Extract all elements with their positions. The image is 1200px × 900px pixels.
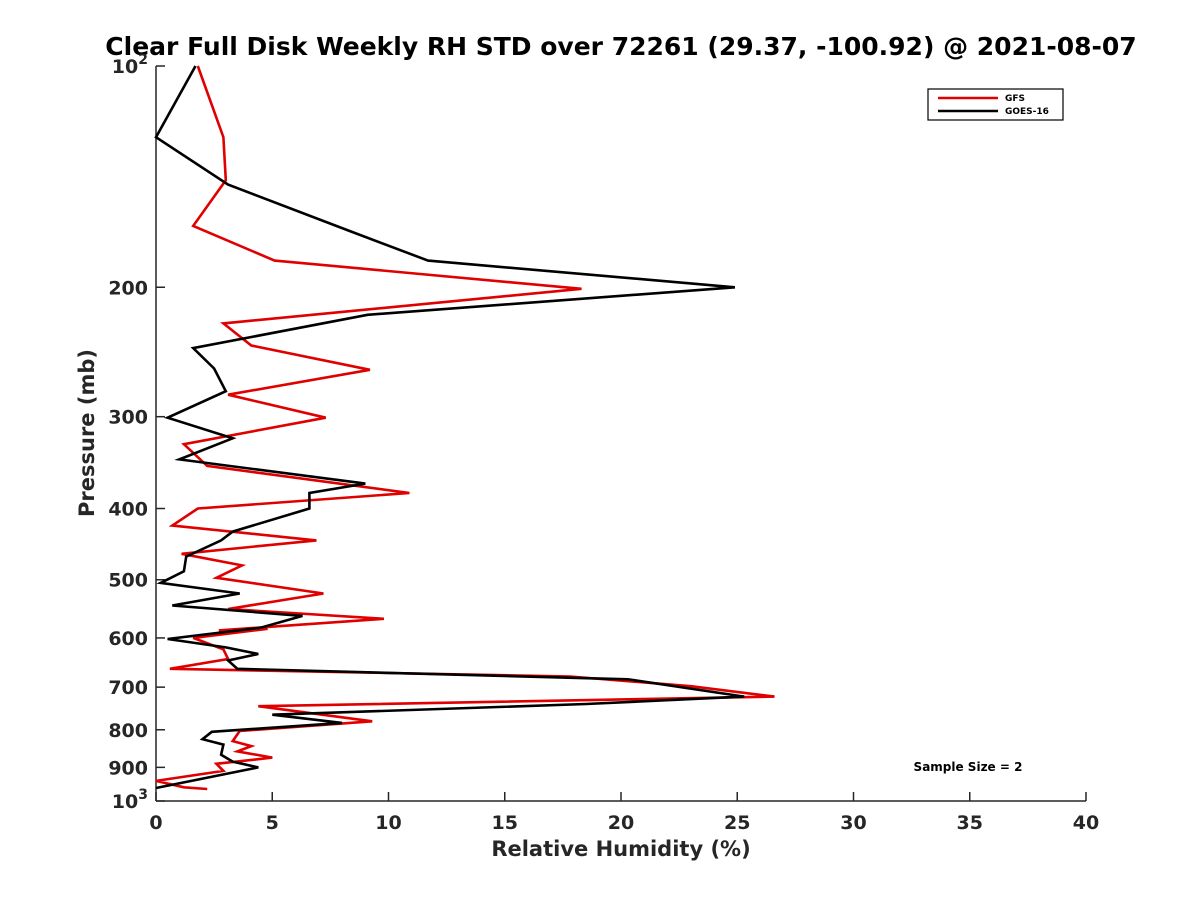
sample-size-annotation: Sample Size = 2 [914, 760, 1023, 774]
axes: 0 5 10 15 20 25 30 35 40 102 200 300 400 500 600 700 80… [108, 52, 1099, 834]
x-axis-label: Relative Humidity (%) [491, 837, 750, 861]
x-tick-group: 0 5 10 15 20 25 30 35 40 [149, 792, 1099, 834]
y-tick-group: 102 200 300 400 500 600 700 800 900 103 [108, 52, 165, 813]
x-tick-label-3: 15 [492, 812, 518, 834]
chart-title: Clear Full Disk Weekly RH STD over 72261… [105, 32, 1136, 61]
legend-label-gfs: GFS [1005, 94, 1025, 104]
y-tick-label-8: 900 [108, 757, 148, 779]
x-tick-label-5: 25 [724, 812, 750, 834]
y-tick-label-0: 102 [112, 52, 148, 78]
y-tick-label-1: 200 [108, 277, 148, 299]
y-tick-label-2: 300 [108, 407, 148, 429]
y-tick-label-5: 600 [108, 628, 148, 650]
y-tick-label-9: 103 [112, 787, 148, 813]
y-tick-label-3: 400 [108, 499, 148, 521]
x-tick-label-8: 40 [1073, 812, 1099, 834]
x-tick-label-7: 35 [957, 812, 983, 834]
series-line-goes-16 [154, 65, 745, 790]
x-tick-label-2: 10 [375, 812, 401, 834]
series-group [154, 65, 775, 791]
legend-label-goes-16: GOES-16 [1005, 107, 1049, 117]
x-tick-label-6: 30 [840, 812, 866, 834]
y-tick-label-7: 800 [108, 720, 148, 742]
x-tick-label-4: 20 [608, 812, 634, 834]
legend-box [927, 88, 1064, 121]
series-line-gfs [155, 65, 775, 791]
y-tick-label-4: 500 [108, 570, 148, 592]
y-axis-label: Pressure (mb) [75, 349, 99, 517]
legend: GFS GOES-16 [927, 88, 1064, 121]
x-tick-label-1: 5 [266, 812, 279, 834]
y-tick-label-6: 700 [108, 677, 148, 699]
x-tick-label-0: 0 [149, 812, 162, 834]
